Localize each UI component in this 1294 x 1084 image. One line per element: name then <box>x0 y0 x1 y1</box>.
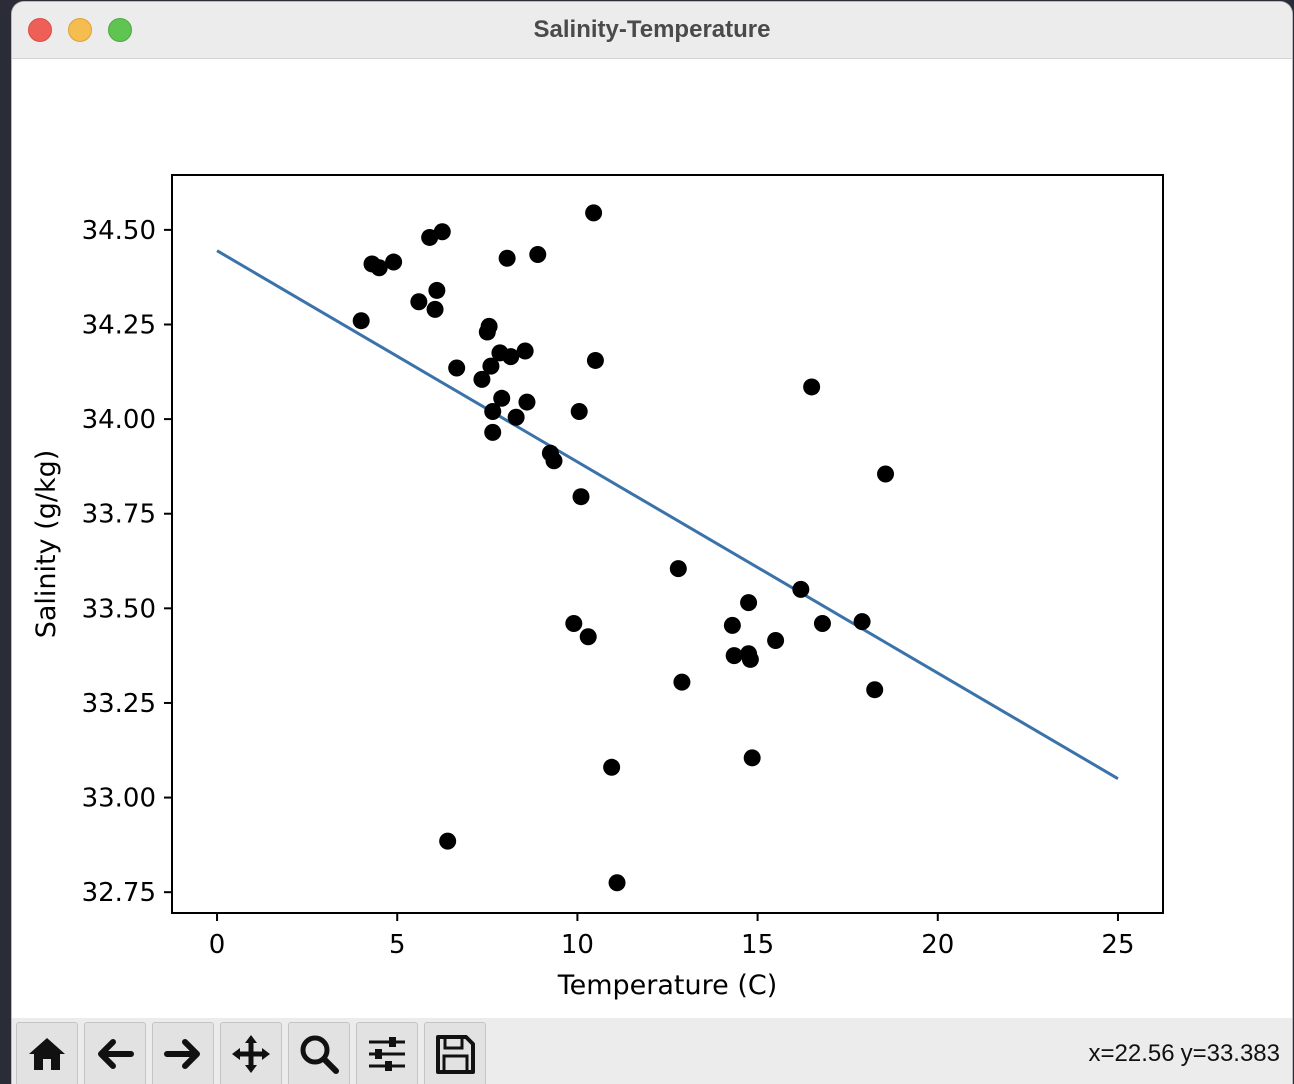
data-point <box>529 245 547 263</box>
data-point <box>767 632 785 650</box>
data-point <box>493 389 511 407</box>
y-axis-label: Salinity (g/kg) <box>31 450 62 639</box>
home-button[interactable] <box>16 1022 78 1084</box>
data-point <box>426 300 444 318</box>
data-point <box>433 223 451 241</box>
data-point <box>498 249 516 267</box>
data-point <box>545 452 563 470</box>
data-point <box>370 259 388 277</box>
data-point <box>518 393 536 411</box>
cursor-coordinates: x=22.56 y=33.383 <box>1089 1040 1281 1068</box>
data-point <box>473 370 491 388</box>
data-point <box>813 614 831 632</box>
x-tick-label: 10 <box>561 930 594 960</box>
data-point <box>803 378 821 396</box>
floppy-icon <box>436 1034 475 1074</box>
pan-button[interactable] <box>220 1022 282 1084</box>
fit-line <box>216 249 1119 780</box>
data-point <box>507 408 525 426</box>
y-tick-label: 34.00 <box>82 405 156 435</box>
title-bar: Salinity-Temperature <box>12 2 1292 59</box>
data-point <box>877 465 895 483</box>
axes-frame <box>171 174 1164 914</box>
data-point <box>410 293 428 311</box>
data-point <box>669 560 687 578</box>
back-button[interactable] <box>84 1022 146 1084</box>
cursor-x-readout: x=22.56 <box>1088 1040 1175 1067</box>
data-point <box>586 351 604 369</box>
data-point <box>448 359 466 377</box>
data-point <box>484 403 502 421</box>
sliders-icon <box>369 1036 405 1071</box>
y-tick-label: 34.25 <box>82 310 156 340</box>
x-axis-label: Temperature (C) <box>557 970 778 1001</box>
data-point <box>673 673 691 691</box>
configure-subplots-button[interactable] <box>356 1022 418 1084</box>
y-tick-label: 33.75 <box>82 500 156 530</box>
app-window: Salinity-Temperature 0 5 10 15 20 25 32.75 33.0… <box>12 2 1292 1084</box>
data-point <box>853 613 871 631</box>
data-point <box>743 749 761 767</box>
magnifier-icon <box>300 1035 339 1074</box>
data-point <box>866 681 884 699</box>
data-point <box>565 614 583 632</box>
x-tick-label: 20 <box>921 930 954 960</box>
data-point <box>792 580 810 598</box>
data-point <box>480 317 498 335</box>
data-point <box>484 423 502 441</box>
y-tick-label: 33.00 <box>82 784 156 814</box>
y-tick-label: 33.50 <box>82 594 156 624</box>
minimize-window-button[interactable] <box>68 18 92 42</box>
forward-button[interactable] <box>152 1022 214 1084</box>
data-point <box>502 348 520 366</box>
arrow-left-icon <box>98 1038 134 1069</box>
data-point <box>482 357 500 375</box>
data-point <box>428 281 446 299</box>
arrow-right-icon <box>164 1038 200 1069</box>
y-tick-label: 32.75 <box>82 878 156 908</box>
data-point <box>603 758 621 776</box>
data-point <box>352 312 370 330</box>
data-point <box>725 647 743 665</box>
move-icon <box>232 1034 270 1073</box>
data-point <box>723 616 741 634</box>
home-icon <box>29 1037 65 1070</box>
maximize-window-button[interactable] <box>108 18 132 42</box>
data-point <box>385 253 403 271</box>
data-point <box>516 342 534 360</box>
navigation-toolbar: x=22.56 y=33.383 <box>12 1018 1292 1084</box>
y-tick-label: 33.25 <box>82 689 156 719</box>
data-point <box>570 403 588 421</box>
data-point <box>741 650 759 668</box>
data-point <box>585 204 603 222</box>
data-point <box>740 594 758 612</box>
window-title: Salinity-Temperature <box>533 16 771 43</box>
x-tick-label: 5 <box>389 930 406 960</box>
scatter-plot[interactable]: 0 5 10 15 20 25 32.75 33.00 33.25 33.50 33.75 34.00… <box>12 59 1292 1017</box>
data-point <box>608 874 626 892</box>
data-point <box>439 832 457 850</box>
data-point <box>579 628 597 646</box>
zoom-button[interactable] <box>288 1022 350 1084</box>
data-point <box>572 488 590 506</box>
y-tick-label: 34.50 <box>82 216 156 246</box>
x-tick-label: 25 <box>1101 930 1134 960</box>
close-window-button[interactable] <box>28 18 52 42</box>
cursor-y-readout: y=33.383 <box>1180 1040 1280 1067</box>
x-tick-label: 0 <box>209 930 226 960</box>
save-button[interactable] <box>424 1022 486 1084</box>
x-tick-label: 15 <box>741 930 774 960</box>
